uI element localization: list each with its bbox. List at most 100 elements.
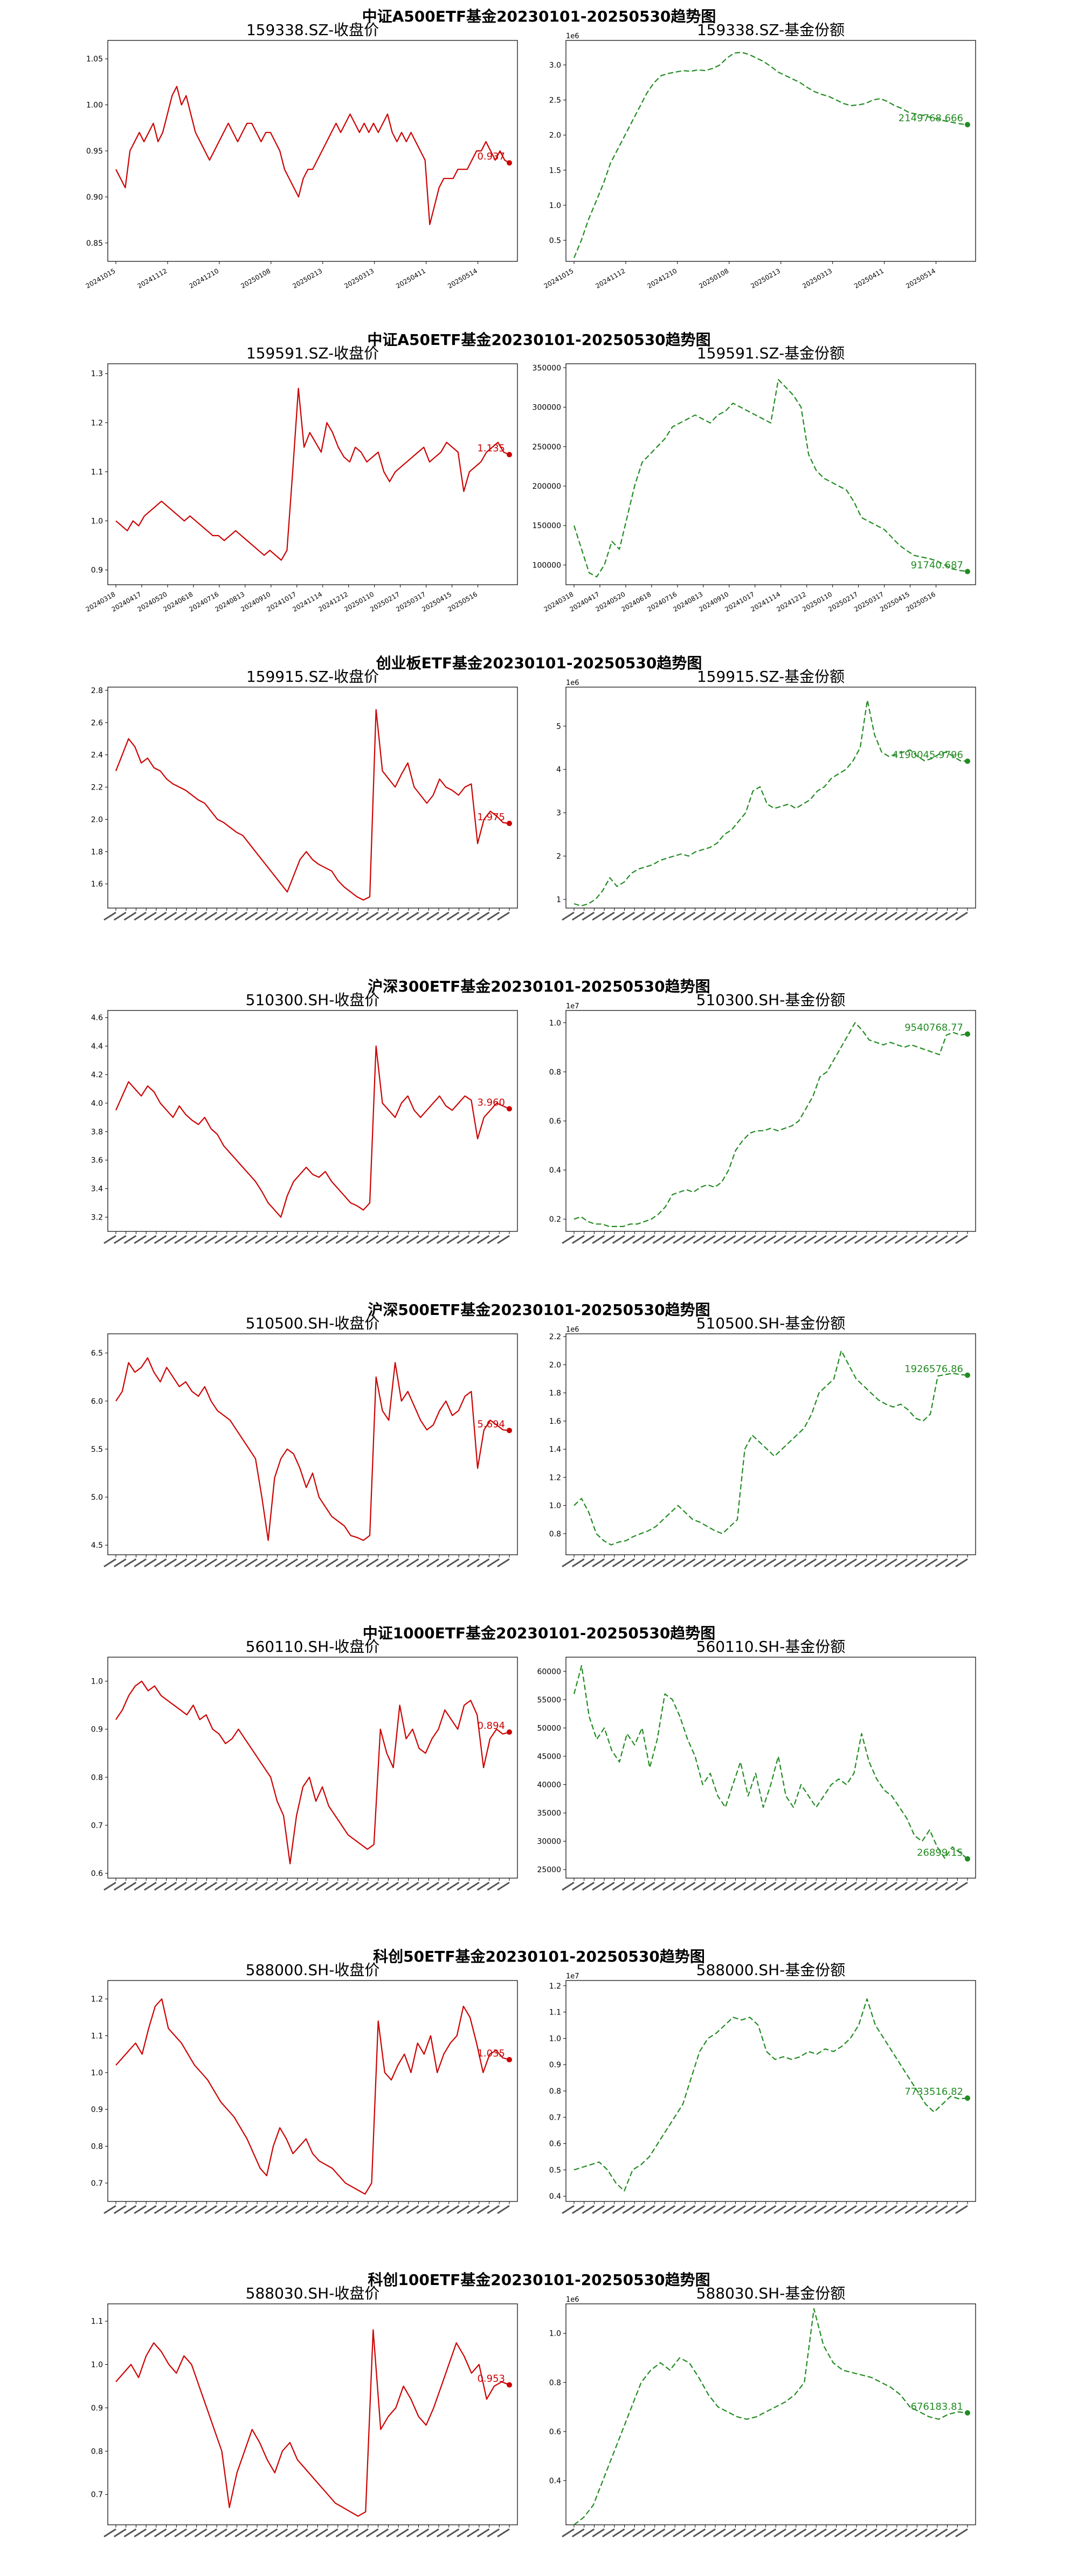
plot-frame: [107, 1333, 518, 1555]
x-tick-label-mark: [642, 2528, 655, 2538]
x-tick-label-mark: [925, 2205, 938, 2214]
x-tick-label-mark: [305, 1881, 319, 1891]
x-tick-label-mark: [582, 1558, 595, 1568]
y-tick-label: 0.5: [549, 2166, 561, 2175]
x-tick-label: 20250108: [239, 267, 272, 290]
y-tick-label: 35000: [537, 1809, 561, 1818]
x-tick-label-mark: [134, 911, 147, 921]
y-tick-label: 1.05: [86, 55, 103, 64]
x-tick-label-mark: [622, 911, 635, 921]
x-tick-label-mark: [743, 911, 756, 921]
x-tick-label-mark: [497, 2528, 510, 2538]
x-tick-label-mark: [497, 2205, 510, 2214]
x-tick-label-mark: [693, 1558, 706, 1568]
x-tick-label-mark: [571, 1881, 585, 1891]
x-tick-label-mark: [884, 1558, 897, 1568]
x-tick-label-mark: [295, 1558, 308, 1568]
x-tick-label-mark: [365, 1235, 379, 1244]
x-tick-label-mark: [406, 1558, 419, 1568]
x-tick-label-mark: [416, 2528, 430, 2538]
end-point-label: 9540768.77: [904, 1022, 963, 1034]
x-tick-label-mark: [215, 1881, 227, 1891]
x-tick-label-mark: [662, 911, 675, 921]
x-tick-label-mark: [733, 1235, 747, 1244]
axis-offset-text: 1e6: [566, 2296, 579, 2304]
x-tick-label-mark: [345, 1558, 359, 1568]
x-tick-label-mark: [356, 1558, 369, 1568]
x-tick-label-mark: [476, 2528, 490, 2538]
x-tick-label-mark: [254, 2205, 268, 2214]
x-tick-label-mark: [134, 1558, 147, 1568]
x-tick-label-mark: [874, 2528, 888, 2538]
x-tick-label-mark: [204, 911, 217, 921]
x-tick-label-mark: [396, 1881, 409, 1891]
x-tick-label-mark: [733, 2205, 747, 2214]
x-tick-label-mark: [693, 1235, 706, 1244]
figure-title: 科创50ETF基金20230101-20250530趋势图: [373, 1948, 705, 1965]
x-tick-label-mark: [224, 911, 238, 921]
x-tick-label-mark: [356, 2528, 369, 2538]
x-tick-label-mark: [386, 1558, 399, 1568]
x-tick-label-mark: [622, 2528, 635, 2538]
x-tick-label-mark: [285, 1881, 298, 1891]
x-tick-label-mark: [864, 2205, 877, 2214]
x-tick-label-mark: [467, 1558, 480, 1568]
x-tick-label-mark: [457, 2205, 469, 2214]
x-tick-label-mark: [612, 911, 625, 921]
x-tick-label-mark: [874, 1558, 888, 1568]
x-tick-label-mark: [113, 2528, 127, 2538]
series-line: [573, 1350, 968, 1546]
x-tick-label-mark: [487, 1558, 500, 1568]
x-tick-label-mark: [467, 911, 480, 921]
y-tick-label: 4.0: [91, 1099, 103, 1108]
x-tick-label-mark: [446, 1558, 460, 1568]
x-tick-label-mark: [457, 2528, 469, 2538]
x-tick-label-mark: [365, 1558, 379, 1568]
x-tick-label-mark: [265, 1881, 278, 1891]
x-tick-label-mark: [345, 1881, 359, 1891]
x-tick-label-mark: [642, 2205, 655, 2214]
x-tick-label-mark: [497, 1881, 510, 1891]
y-tick-label: 1.0: [549, 2034, 561, 2043]
x-tick-label-mark: [884, 1881, 897, 1891]
x-tick-label-mark: [844, 911, 857, 921]
x-tick-label-mark: [773, 2205, 786, 2214]
axis-offset-text: 1e6: [566, 679, 579, 687]
x-tick-label-mark: [184, 911, 197, 921]
x-tick-label-mark: [753, 1881, 766, 1891]
y-tick-label: 1.3: [91, 370, 103, 378]
end-point-marker: [965, 2095, 970, 2101]
x-tick-label-mark: [642, 911, 655, 921]
y-tick-label: 1.0: [91, 1678, 103, 1686]
x-tick-label-mark: [703, 1881, 716, 1891]
x-tick-label: 20250108: [697, 267, 730, 290]
x-tick-label-mark: [854, 2528, 867, 2538]
x-tick-label-mark: [793, 1881, 807, 1891]
x-tick-label-mark: [123, 2528, 137, 2538]
x-tick-label-mark: [234, 2528, 248, 2538]
x-tick-label-mark: [632, 2205, 645, 2214]
y-tick-label: 3.4: [91, 1185, 103, 1194]
x-tick-label-mark: [925, 2528, 938, 2538]
x-tick-label-mark: [416, 1558, 430, 1568]
x-tick-label-mark: [396, 2205, 409, 2214]
x-tick-label-mark: [194, 911, 208, 921]
y-tick-label: 1.0: [549, 1019, 561, 1028]
x-tick-label-mark: [446, 1235, 460, 1244]
x-tick-label-mark: [642, 1558, 655, 1568]
x-tick-label-mark: [285, 1558, 298, 1568]
x-tick-label-mark: [254, 1558, 268, 1568]
x-tick-label-mark: [325, 1558, 338, 1568]
x-tick-label-mark: [884, 911, 897, 921]
y-tick-label: 200000: [533, 482, 561, 491]
y-tick-label: 1.1: [91, 468, 103, 476]
x-tick-label-mark: [874, 2205, 888, 2214]
y-tick-label: 250000: [533, 443, 561, 452]
x-tick-label-mark: [487, 1235, 500, 1244]
x-tick-label-mark: [834, 911, 847, 921]
x-tick-label-mark: [476, 1558, 490, 1568]
x-tick-label-mark: [224, 1558, 238, 1568]
x-tick-label-mark: [184, 2528, 197, 2538]
series-line: [573, 51, 968, 258]
x-tick-label: 20250411: [853, 267, 885, 290]
